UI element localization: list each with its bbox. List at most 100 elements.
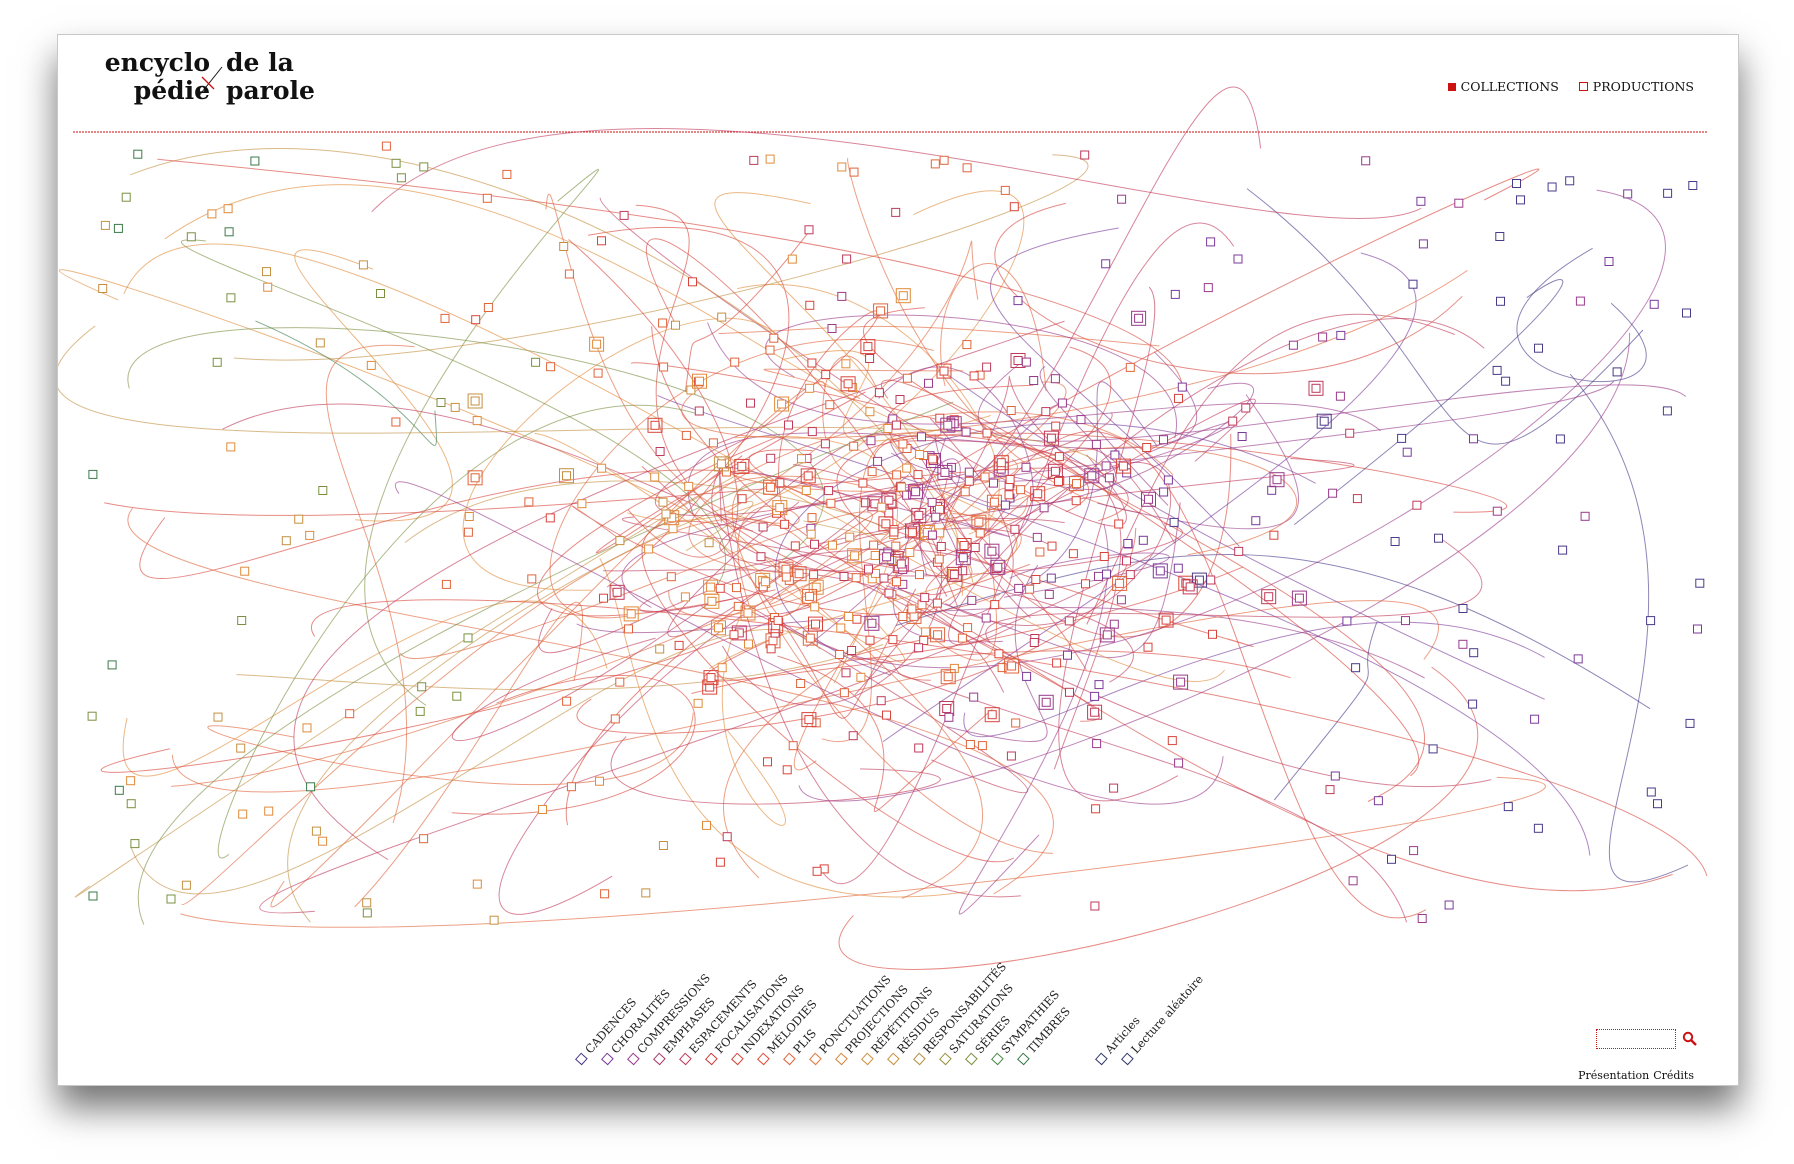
graph-node[interactable] bbox=[775, 478, 785, 488]
graph-node[interactable] bbox=[809, 570, 819, 580]
graph-node[interactable] bbox=[100, 220, 110, 230]
graph-node[interactable] bbox=[686, 385, 696, 395]
graph-node[interactable] bbox=[1005, 475, 1015, 484]
search-input[interactable] bbox=[1596, 1029, 1676, 1049]
graph-node[interactable] bbox=[1092, 739, 1102, 749]
presentation-link[interactable]: Présentation bbox=[1578, 1069, 1650, 1082]
graph-node[interactable] bbox=[971, 514, 987, 530]
graph-node[interactable] bbox=[212, 357, 222, 367]
graph-node[interactable] bbox=[1006, 751, 1016, 761]
graph-node[interactable] bbox=[186, 232, 196, 242]
graph-node[interactable] bbox=[467, 393, 483, 409]
graph-node[interactable] bbox=[869, 540, 879, 550]
graph-node[interactable] bbox=[531, 357, 541, 367]
graph-node[interactable] bbox=[318, 486, 328, 495]
graph-node[interactable] bbox=[668, 524, 678, 534]
graph-node[interactable] bbox=[810, 539, 819, 549]
graph-node[interactable] bbox=[841, 668, 851, 678]
graph-node[interactable] bbox=[1065, 687, 1074, 697]
graph-node[interactable] bbox=[1081, 579, 1090, 589]
graph-node[interactable] bbox=[1345, 428, 1355, 438]
graph-node[interactable] bbox=[784, 420, 793, 430]
graph-node[interactable] bbox=[467, 470, 483, 486]
graph-node[interactable] bbox=[1408, 279, 1418, 289]
graph-node[interactable] bbox=[133, 149, 143, 159]
graph-node[interactable] bbox=[1022, 671, 1032, 681]
graph-node[interactable] bbox=[961, 427, 971, 437]
graph-node[interactable] bbox=[1152, 563, 1168, 579]
graph-node[interactable] bbox=[1101, 259, 1111, 269]
graph-node[interactable] bbox=[1117, 194, 1127, 204]
graph-node[interactable] bbox=[1030, 486, 1046, 502]
graph-node[interactable] bbox=[207, 209, 217, 219]
graph-node[interactable] bbox=[836, 623, 846, 633]
graph-node[interactable] bbox=[130, 839, 140, 849]
graph-node[interactable] bbox=[801, 486, 811, 495]
graph-node[interactable] bbox=[737, 494, 747, 504]
graph-node[interactable] bbox=[1412, 500, 1422, 510]
graph-node[interactable] bbox=[1173, 674, 1189, 690]
graph-node[interactable] bbox=[1573, 654, 1583, 664]
graph-node[interactable] bbox=[1693, 624, 1702, 634]
graph-node[interactable] bbox=[1612, 367, 1622, 377]
graph-node[interactable] bbox=[864, 615, 880, 631]
graph-node[interactable] bbox=[1454, 198, 1464, 208]
graph-node[interactable] bbox=[609, 584, 625, 600]
graph-node[interactable] bbox=[955, 550, 971, 566]
graph-node[interactable] bbox=[1208, 629, 1217, 639]
graph-node[interactable] bbox=[865, 407, 875, 417]
graph-node[interactable] bbox=[376, 289, 385, 298]
graph-node[interactable] bbox=[362, 898, 372, 908]
graph-node[interactable] bbox=[1516, 195, 1525, 205]
graph-node[interactable] bbox=[1158, 612, 1174, 628]
graph-node[interactable] bbox=[1402, 447, 1412, 457]
graph-node[interactable] bbox=[990, 559, 1006, 575]
graph-node[interactable] bbox=[934, 554, 944, 564]
graph-node[interactable] bbox=[1039, 503, 1049, 513]
graph-node[interactable] bbox=[1084, 468, 1100, 484]
graph-node[interactable] bbox=[1428, 744, 1438, 754]
graph-node[interactable] bbox=[452, 691, 462, 701]
graph-node[interactable] bbox=[1125, 362, 1135, 372]
graph-node[interactable] bbox=[566, 782, 576, 792]
graph-node[interactable] bbox=[1623, 189, 1633, 199]
graph-node[interactable] bbox=[1318, 332, 1328, 342]
graph-node[interactable] bbox=[661, 509, 671, 519]
graph-node[interactable] bbox=[898, 439, 908, 449]
graph-node[interactable] bbox=[765, 345, 775, 355]
graph-node[interactable] bbox=[226, 442, 236, 452]
graph-node[interactable] bbox=[864, 564, 873, 574]
graph-node[interactable] bbox=[802, 588, 818, 604]
graph-node[interactable] bbox=[1109, 783, 1119, 793]
graph-node[interactable] bbox=[1143, 642, 1153, 652]
graph-node[interactable] bbox=[126, 776, 136, 786]
graph-node[interactable] bbox=[805, 383, 815, 393]
graph-node[interactable] bbox=[969, 692, 979, 702]
graph-node[interactable] bbox=[963, 623, 973, 633]
graph-node[interactable] bbox=[962, 163, 972, 173]
search-icon[interactable] bbox=[1682, 1031, 1698, 1047]
graph-node[interactable] bbox=[1174, 393, 1183, 403]
graph-node[interactable] bbox=[464, 512, 474, 521]
graph-node[interactable] bbox=[250, 156, 260, 166]
graph-node[interactable] bbox=[1512, 179, 1521, 188]
graph-node[interactable] bbox=[1011, 718, 1021, 728]
graph-node[interactable] bbox=[1031, 575, 1041, 584]
graph-node[interactable] bbox=[1013, 296, 1023, 306]
graph-node[interactable] bbox=[281, 536, 291, 546]
credits-link[interactable]: Crédits bbox=[1653, 1069, 1694, 1082]
graph-node[interactable] bbox=[704, 593, 720, 609]
graph-node[interactable] bbox=[879, 573, 889, 583]
graph-node[interactable] bbox=[702, 820, 711, 830]
graph-node[interactable] bbox=[463, 527, 473, 537]
graph-node[interactable] bbox=[924, 378, 933, 388]
graph-node[interactable] bbox=[415, 706, 425, 716]
graph-node[interactable] bbox=[847, 646, 857, 655]
graph-node[interactable] bbox=[982, 428, 992, 438]
graph-node[interactable] bbox=[306, 782, 316, 792]
graph-node[interactable] bbox=[1038, 694, 1054, 710]
graph-node[interactable] bbox=[902, 373, 912, 383]
graph-node[interactable] bbox=[1131, 310, 1147, 326]
graph-node[interactable] bbox=[870, 551, 880, 560]
graph-node[interactable] bbox=[1163, 475, 1173, 485]
